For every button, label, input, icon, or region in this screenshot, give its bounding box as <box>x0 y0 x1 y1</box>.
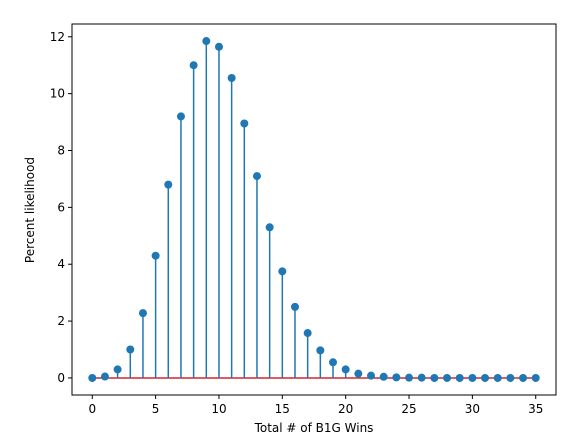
stem-marker <box>455 373 464 382</box>
y-tick-label: 10 <box>50 87 65 101</box>
stem-marker <box>341 365 350 374</box>
stem-marker <box>278 267 287 276</box>
stem-marker <box>531 373 540 382</box>
stem-marker <box>443 373 452 382</box>
stem-marker <box>303 329 312 338</box>
stem-marker <box>519 373 528 382</box>
stem-marker <box>164 180 173 189</box>
stem-marker <box>113 365 122 374</box>
stem-marker <box>202 37 211 46</box>
y-axis-label: Percent likelihood <box>23 157 37 263</box>
plot-frame <box>71 23 557 396</box>
stem-marker <box>417 373 426 382</box>
stem-marker <box>405 373 414 382</box>
x-tick-label: 15 <box>275 402 290 416</box>
x-tick-label: 35 <box>528 402 543 416</box>
x-tick-label: 0 <box>88 402 96 416</box>
stem-marker <box>151 251 160 260</box>
stem-marker <box>430 373 439 382</box>
stem-marker <box>379 372 388 381</box>
x-tick-label: 25 <box>401 402 416 416</box>
stem-marker <box>240 119 249 128</box>
stem-marker <box>138 309 147 318</box>
stem-marker <box>481 373 490 382</box>
y-tick-label: 2 <box>57 314 65 328</box>
x-tick-label: 30 <box>465 402 480 416</box>
x-tick-label: 10 <box>211 402 226 416</box>
y-tick-label: 6 <box>57 200 65 214</box>
stem-marker <box>316 346 325 355</box>
x-axis-label: Total # of B1G Wins <box>254 421 374 435</box>
y-tick-label: 4 <box>57 257 65 271</box>
stem-marker <box>265 223 274 232</box>
stem-marker <box>227 74 236 83</box>
stem-marker <box>493 373 502 382</box>
stem-marker <box>367 371 376 380</box>
stem-marker <box>354 369 363 378</box>
y-tick-label: 0 <box>57 371 65 385</box>
stem-marker <box>126 345 135 354</box>
stem-marker <box>189 61 198 70</box>
stem-marker <box>290 302 299 311</box>
y-tick-label: 8 <box>57 144 65 158</box>
stem-marker <box>252 172 261 181</box>
stem-marker <box>100 372 109 381</box>
stem-marker <box>506 373 515 382</box>
y-tick-label: 12 <box>50 30 65 44</box>
stem-marker <box>176 112 185 121</box>
stem-marker <box>392 373 401 382</box>
x-tick-label: 5 <box>152 402 160 416</box>
stem-marker <box>214 42 223 51</box>
stem-marker <box>468 373 477 382</box>
stem-marker <box>88 373 97 382</box>
stem-marker <box>329 358 338 367</box>
x-tick-label: 20 <box>338 402 353 416</box>
